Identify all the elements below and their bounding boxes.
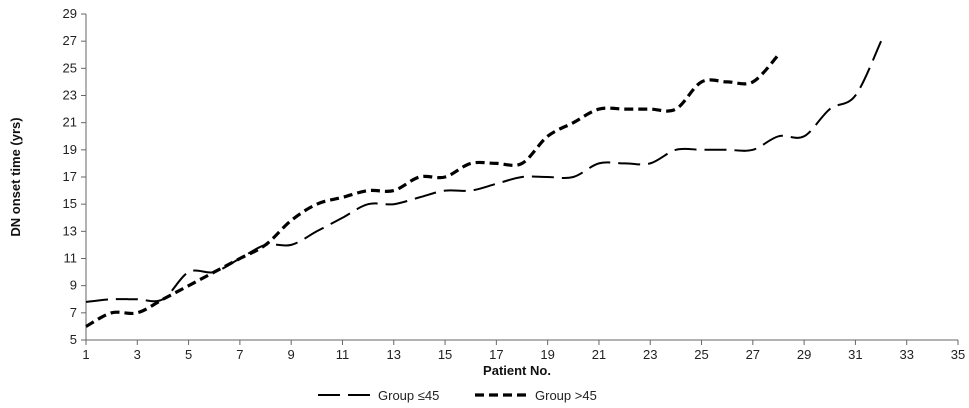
x-tick-label: 35 [951, 347, 965, 362]
y-tick-label: 13 [63, 223, 77, 238]
x-tick-label: 1 [82, 347, 89, 362]
y-tick-label: 7 [70, 305, 77, 320]
x-tick-label: 31 [848, 347, 862, 362]
x-tick-label: 19 [540, 347, 554, 362]
y-tick-label: 5 [70, 332, 77, 347]
x-tick-label: 3 [134, 347, 141, 362]
legend-label: Group ≤45 [378, 388, 439, 403]
series-line-2 [85, 53, 780, 328]
y-tick-label: 21 [63, 115, 77, 130]
y-axis-ticks: 5 7 9 11 13 15 17 19 21 23 25 27 29 [63, 6, 86, 347]
x-tick-label: 7 [236, 347, 243, 362]
x-axis-ticks: 1 3 5 7 9 11 13 15 17 19 21 23 25 27 29 31 33 35 [82, 340, 965, 362]
series-layer [85, 40, 883, 328]
y-tick-label: 27 [63, 33, 77, 48]
x-tick-label: 5 [185, 347, 192, 362]
x-tick-label: 33 [899, 347, 913, 362]
x-tick-label: 17 [489, 347, 503, 362]
series-line-1 [85, 40, 883, 303]
y-tick-label: 29 [63, 6, 77, 21]
x-tick-label: 29 [797, 347, 811, 362]
y-tick-label: 17 [63, 169, 77, 184]
y-tick-label: 15 [63, 196, 77, 211]
y-tick-label: 9 [70, 278, 77, 293]
legend: Group ≤45 Group >45 [318, 388, 597, 403]
y-axis-title: DN onset time (yrs) [8, 117, 23, 236]
y-tick-label: 11 [64, 251, 78, 266]
y-tick-label: 19 [63, 142, 77, 157]
x-axis-title: Patient No. [483, 363, 551, 378]
x-tick-label: 27 [746, 347, 760, 362]
x-tick-label: 11 [336, 347, 350, 362]
x-tick-label: 21 [592, 347, 606, 362]
x-tick-label: 23 [643, 347, 657, 362]
legend-label: Group >45 [535, 388, 597, 403]
x-tick-label: 13 [387, 347, 401, 362]
y-tick-label: 25 [63, 60, 77, 75]
y-tick-label: 23 [63, 88, 77, 103]
x-tick-label: 15 [438, 347, 452, 362]
x-tick-label: 25 [694, 347, 708, 362]
x-tick-label: 9 [288, 347, 295, 362]
